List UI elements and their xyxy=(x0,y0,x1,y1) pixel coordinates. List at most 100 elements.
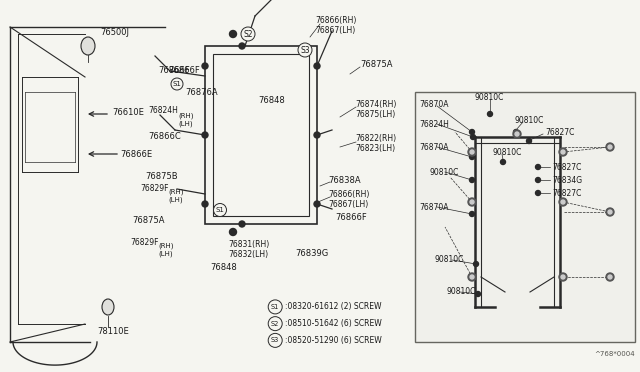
Text: (RH): (RH) xyxy=(158,243,173,249)
Text: 76848: 76848 xyxy=(258,96,285,105)
Text: 76870A: 76870A xyxy=(419,99,449,109)
Bar xyxy=(213,54,309,216)
Text: ^768*0004: ^768*0004 xyxy=(595,351,635,357)
Text: S1: S1 xyxy=(271,304,279,310)
Text: 76834G: 76834G xyxy=(552,176,582,185)
Text: 76824H: 76824H xyxy=(419,119,449,128)
Circle shape xyxy=(470,150,474,154)
Circle shape xyxy=(468,273,476,281)
Text: (LH): (LH) xyxy=(178,121,193,127)
Circle shape xyxy=(536,177,541,183)
Circle shape xyxy=(241,27,255,41)
Text: 90810C: 90810C xyxy=(435,256,465,264)
Text: 76822(RH): 76822(RH) xyxy=(355,134,396,142)
Circle shape xyxy=(268,317,282,331)
Circle shape xyxy=(470,129,474,135)
Circle shape xyxy=(230,228,237,235)
Text: 76866(RH): 76866(RH) xyxy=(315,16,356,25)
Text: 76610E: 76610E xyxy=(112,108,144,116)
Circle shape xyxy=(561,200,565,204)
Circle shape xyxy=(214,203,227,217)
Text: 76875B: 76875B xyxy=(145,171,178,180)
Circle shape xyxy=(470,177,474,183)
Text: :08510-51642 (6) SCREW: :08510-51642 (6) SCREW xyxy=(285,319,382,328)
Circle shape xyxy=(314,201,320,207)
Circle shape xyxy=(500,160,506,164)
Circle shape xyxy=(536,190,541,196)
Text: 76866F: 76866F xyxy=(158,65,189,74)
Text: 76875A: 76875A xyxy=(132,215,164,224)
Circle shape xyxy=(513,130,521,138)
Circle shape xyxy=(470,154,474,160)
Circle shape xyxy=(559,273,567,281)
Circle shape xyxy=(513,129,518,135)
Circle shape xyxy=(608,145,612,149)
Circle shape xyxy=(470,200,474,204)
Text: 76866E: 76866E xyxy=(120,150,152,158)
Text: :08520-51290 (6) SCREW: :08520-51290 (6) SCREW xyxy=(285,336,382,345)
Text: (RH): (RH) xyxy=(168,189,184,195)
Text: 76832(LH): 76832(LH) xyxy=(228,250,268,259)
Circle shape xyxy=(606,208,614,216)
Text: 76875A: 76875A xyxy=(360,60,392,68)
Text: 90810C: 90810C xyxy=(475,93,504,102)
Text: 76839G: 76839G xyxy=(295,250,328,259)
Bar xyxy=(205,46,317,224)
Circle shape xyxy=(527,138,531,144)
Circle shape xyxy=(171,78,183,90)
Text: S3: S3 xyxy=(300,45,310,55)
Circle shape xyxy=(239,221,245,227)
Text: 90810C: 90810C xyxy=(430,167,460,176)
Text: 76866F: 76866F xyxy=(335,212,367,221)
Text: 90810C: 90810C xyxy=(515,115,545,125)
Text: :08320-61612 (2) SCREW: :08320-61612 (2) SCREW xyxy=(285,302,381,311)
Text: 76827C: 76827C xyxy=(545,128,574,137)
Circle shape xyxy=(608,275,612,279)
Circle shape xyxy=(606,143,614,151)
Text: 76829F: 76829F xyxy=(140,183,168,192)
Text: S3: S3 xyxy=(271,337,279,343)
Circle shape xyxy=(606,273,614,281)
Text: 76870A: 76870A xyxy=(419,202,449,212)
Text: 78110E: 78110E xyxy=(97,327,129,337)
Circle shape xyxy=(468,198,476,206)
Circle shape xyxy=(468,148,476,156)
Text: 76848: 76848 xyxy=(210,263,237,272)
Circle shape xyxy=(239,43,245,49)
Text: 76875(LH): 76875(LH) xyxy=(355,109,396,119)
Text: 76838A: 76838A xyxy=(328,176,360,185)
Text: 76876A: 76876A xyxy=(185,87,218,96)
Text: S2: S2 xyxy=(271,321,280,327)
Text: 76866C: 76866C xyxy=(148,131,180,141)
Circle shape xyxy=(202,201,208,207)
Text: (RH): (RH) xyxy=(178,113,193,119)
Text: 76867(LH): 76867(LH) xyxy=(315,26,355,35)
Text: 76823(LH): 76823(LH) xyxy=(355,144,395,153)
Circle shape xyxy=(515,132,519,136)
Text: 76867(LH): 76867(LH) xyxy=(328,199,368,208)
Circle shape xyxy=(314,63,320,69)
Circle shape xyxy=(268,333,282,347)
Circle shape xyxy=(474,262,479,266)
Circle shape xyxy=(230,31,237,38)
Circle shape xyxy=(470,135,476,140)
Text: 76866(RH): 76866(RH) xyxy=(328,189,369,199)
Circle shape xyxy=(536,164,541,170)
Circle shape xyxy=(470,212,474,217)
Text: 76866F: 76866F xyxy=(168,65,200,74)
Text: (LH): (LH) xyxy=(168,197,182,203)
Text: S1: S1 xyxy=(216,207,225,213)
Text: S2: S2 xyxy=(243,29,253,38)
Circle shape xyxy=(488,112,493,116)
Circle shape xyxy=(561,150,565,154)
Circle shape xyxy=(314,132,320,138)
Ellipse shape xyxy=(81,37,95,55)
Circle shape xyxy=(268,300,282,314)
Text: 76827C: 76827C xyxy=(552,189,581,198)
Text: 76874(RH): 76874(RH) xyxy=(355,99,396,109)
Circle shape xyxy=(559,148,567,156)
Text: 76831(RH): 76831(RH) xyxy=(228,240,269,248)
Circle shape xyxy=(476,292,481,296)
Text: 76500J: 76500J xyxy=(100,28,129,36)
Text: 90810C: 90810C xyxy=(447,288,476,296)
